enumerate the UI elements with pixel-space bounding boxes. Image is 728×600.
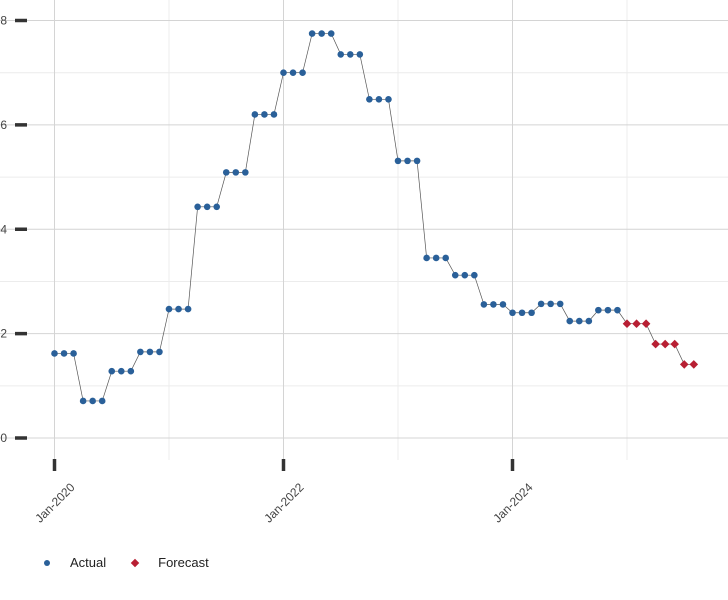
legend-forecast-label: Forecast xyxy=(158,555,209,570)
actual-point xyxy=(60,350,68,357)
actual-point xyxy=(499,301,507,308)
actual-point xyxy=(566,317,574,325)
legend-item-actual: Actual xyxy=(40,555,106,570)
legend-actual-label: Actual xyxy=(70,555,107,570)
series-points xyxy=(51,30,699,405)
y-tick-label: 6 xyxy=(0,118,7,132)
legend: Actual Forecast xyxy=(40,555,231,570)
actual-point xyxy=(137,348,144,356)
series-connector-line xyxy=(54,33,694,402)
forecast-point xyxy=(660,339,670,349)
y-tick-label: 4 xyxy=(0,222,7,236)
actual-point xyxy=(222,169,230,176)
actual-point xyxy=(394,157,402,165)
actual-point xyxy=(375,96,383,103)
actual-point xyxy=(242,169,249,176)
actual-point xyxy=(194,203,201,211)
y-tick-label: 0 xyxy=(0,431,7,445)
actual-point xyxy=(432,254,440,262)
actual-point xyxy=(146,348,154,356)
actual-point xyxy=(299,69,306,76)
legend-item-forecast: Forecast xyxy=(128,555,209,570)
x-tick-label: Jan-2020 xyxy=(32,480,78,526)
actual-point xyxy=(270,111,278,118)
actual-point xyxy=(203,203,211,211)
actual-point xyxy=(423,254,430,262)
legend-forecast-marker-icon xyxy=(128,556,142,570)
forecast-point xyxy=(679,360,689,369)
actual-point xyxy=(127,367,135,375)
actual-point xyxy=(175,305,182,313)
actual-point xyxy=(108,367,116,375)
actual-point xyxy=(232,169,240,176)
actual-point xyxy=(518,309,526,317)
actual-point xyxy=(366,96,373,103)
actual-point xyxy=(79,397,87,405)
actual-point xyxy=(51,350,58,357)
actual-point xyxy=(261,111,268,118)
actual-point xyxy=(156,348,163,356)
actual-point xyxy=(471,271,478,279)
actual-point xyxy=(89,397,96,405)
actual-point xyxy=(251,111,259,118)
actual-point xyxy=(585,317,593,325)
actual-point xyxy=(604,306,612,314)
actual-point xyxy=(509,309,516,317)
actual-point xyxy=(337,51,345,58)
minor-gridlines xyxy=(0,0,728,460)
actual-point xyxy=(480,301,488,308)
actual-point xyxy=(327,30,335,37)
actual-point xyxy=(413,157,421,165)
actual-point xyxy=(547,300,554,308)
x-tick-label: Jan-2024 xyxy=(490,480,536,526)
series-lines xyxy=(54,33,694,402)
actual-point xyxy=(165,305,173,313)
actual-point xyxy=(595,306,602,314)
actual-point xyxy=(308,30,316,37)
legend-actual-marker-icon xyxy=(40,556,54,570)
forecast-point xyxy=(641,319,651,329)
forecast-point xyxy=(622,319,632,329)
actual-point xyxy=(528,309,535,317)
actual-point xyxy=(404,157,411,165)
actual-point xyxy=(117,367,125,375)
axis-tick-labels: 0 2 4 6 8 Jan-2020 Jan-2022 Jan-2024 xyxy=(0,14,536,526)
axis-ticks xyxy=(15,18,515,471)
forecast-point xyxy=(689,360,699,369)
actual-point xyxy=(451,271,459,279)
forecast-point xyxy=(651,339,660,349)
actual-point xyxy=(461,271,469,279)
y-tick-label: 8 xyxy=(0,14,7,28)
actual-point xyxy=(490,301,497,308)
forecast-point xyxy=(670,339,680,349)
actual-point xyxy=(614,306,621,314)
x-tick-label: Jan-2022 xyxy=(261,480,307,526)
actual-point xyxy=(556,300,564,308)
actual-point xyxy=(289,69,297,76)
actual-point xyxy=(385,96,392,103)
actual-point xyxy=(318,30,325,37)
actual-point xyxy=(280,69,287,76)
actual-point xyxy=(70,350,77,357)
actual-point xyxy=(442,254,450,262)
actual-point xyxy=(213,203,221,211)
major-gridlines xyxy=(0,0,728,460)
actual-point xyxy=(98,397,106,405)
forecast-point xyxy=(632,319,641,329)
actual-point xyxy=(356,51,364,58)
actual-point xyxy=(537,300,545,308)
actual-point xyxy=(575,317,583,325)
actual-point xyxy=(184,305,192,313)
actual-point xyxy=(346,51,354,58)
y-tick-label: 2 xyxy=(0,327,7,341)
